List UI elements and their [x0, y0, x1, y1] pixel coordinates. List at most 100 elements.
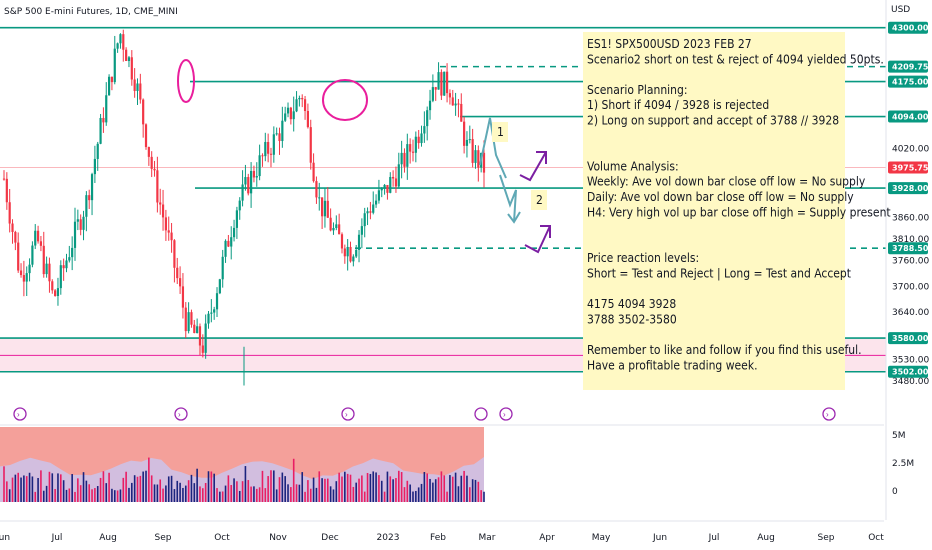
event-marker-icon[interactable]: [174, 407, 188, 421]
candle-body: [221, 256, 224, 280]
candle-body: [213, 309, 216, 313]
volume-bar: [173, 489, 176, 502]
volume-bar: [309, 488, 312, 502]
volume-bar: [440, 471, 443, 502]
volume-bar: [395, 478, 397, 502]
candle-body: [286, 107, 290, 114]
price-tag-label: 3788.50: [892, 244, 929, 253]
candle-body: [482, 152, 486, 173]
volume-bar: [341, 476, 343, 502]
candle-body: [357, 234, 361, 250]
volume-bar: [28, 472, 31, 502]
volume-bar: [315, 487, 318, 502]
volume-bar: [176, 480, 179, 502]
candle-body: [215, 293, 219, 310]
candle-body: [110, 76, 114, 83]
candle-body: [306, 110, 310, 128]
candle-body: [2, 178, 6, 180]
x-tick-label: Jun: [0, 533, 10, 543]
volume-bar: [352, 486, 355, 502]
volume-bar: [6, 481, 8, 502]
volume-bar: [264, 488, 267, 502]
candle-body: [136, 83, 139, 91]
volume-bar: [125, 471, 127, 502]
candle-body: [437, 72, 440, 90]
volume-bar: [369, 473, 372, 502]
candle-body: [301, 97, 304, 100]
volume-bar: [270, 470, 272, 502]
price-tag: [888, 110, 928, 123]
volume-bar: [25, 476, 28, 502]
candle-body: [346, 246, 349, 257]
price-tag: [888, 161, 928, 174]
candle-body: [218, 279, 221, 294]
y-tick-label: 4020.00: [892, 144, 929, 154]
event-marker-glyph: ›: [345, 410, 348, 419]
candle-body: [269, 153, 273, 155]
volume-bar: [37, 477, 39, 502]
candle-body: [369, 211, 372, 213]
candle-body: [284, 113, 287, 121]
volume-bar: [406, 480, 409, 502]
candle-body: [389, 176, 392, 193]
candle-body: [201, 345, 204, 353]
y-tick-label: 3700.00: [892, 282, 929, 292]
volume-bar: [122, 477, 125, 502]
x-tick-label: Aug: [99, 533, 117, 543]
volume-bar: [116, 490, 119, 502]
volume-bar: [261, 470, 264, 502]
volume-bar: [102, 471, 105, 502]
currency-label: USD: [891, 5, 910, 15]
volume-bar: [79, 485, 82, 502]
candle-body: [463, 121, 466, 146]
x-tick-label: Sep: [818, 533, 835, 543]
volume-bar: [207, 471, 210, 502]
volume-bar: [202, 488, 204, 502]
candle-body: [241, 184, 244, 201]
volume-bar: [361, 475, 363, 502]
volume-bar: [82, 472, 85, 502]
price-tag-label: 3928.00: [892, 184, 929, 193]
candle-body: [386, 184, 389, 193]
event-marker-icon[interactable]: [822, 407, 836, 421]
candle-body: [366, 211, 369, 214]
volume-bar: [400, 472, 403, 502]
candle-body: [11, 223, 14, 232]
volume-bar: [142, 471, 144, 502]
event-marker-icon[interactable]: [341, 407, 355, 421]
x-tick-label: Dec: [321, 533, 338, 543]
volume-bar: [108, 472, 110, 502]
volume-bar: [190, 474, 193, 502]
volume-bar: [94, 488, 96, 502]
annotation-line: Remember to like and follow if you find …: [587, 343, 862, 357]
volume-tick-label: 2.5M: [892, 459, 914, 469]
wave-label-box: [531, 190, 547, 210]
volume-bar: [91, 489, 93, 502]
annotation-line: H4: Very high vol up bar close off high …: [587, 205, 891, 219]
event-marker-icon[interactable]: [499, 407, 513, 421]
volume-bar: [8, 489, 11, 502]
candle-body: [150, 156, 153, 169]
volume-bar: [355, 482, 357, 502]
candle-body: [443, 71, 446, 96]
volume-bar: [287, 484, 289, 502]
candle-body: [309, 127, 312, 163]
candle-body: [445, 71, 449, 94]
volume-bar: [182, 487, 184, 502]
volume-bar: [233, 478, 235, 502]
y-tick-label: 3480.00: [892, 377, 929, 387]
candle-body: [298, 97, 301, 100]
event-marker-glyph: ›: [178, 410, 181, 419]
candle-body: [156, 170, 159, 203]
candle-body: [426, 110, 429, 127]
x-tick-label: Oct: [214, 533, 230, 543]
volume-bar: [111, 488, 113, 502]
candle-body: [474, 150, 477, 163]
volume-bar: [162, 488, 164, 502]
event-marker-icon[interactable]: [13, 407, 27, 421]
volume-bar: [307, 480, 309, 502]
event-lightning-icon[interactable]: [474, 407, 488, 421]
candle-body: [125, 49, 128, 62]
candle-body: [275, 133, 278, 135]
